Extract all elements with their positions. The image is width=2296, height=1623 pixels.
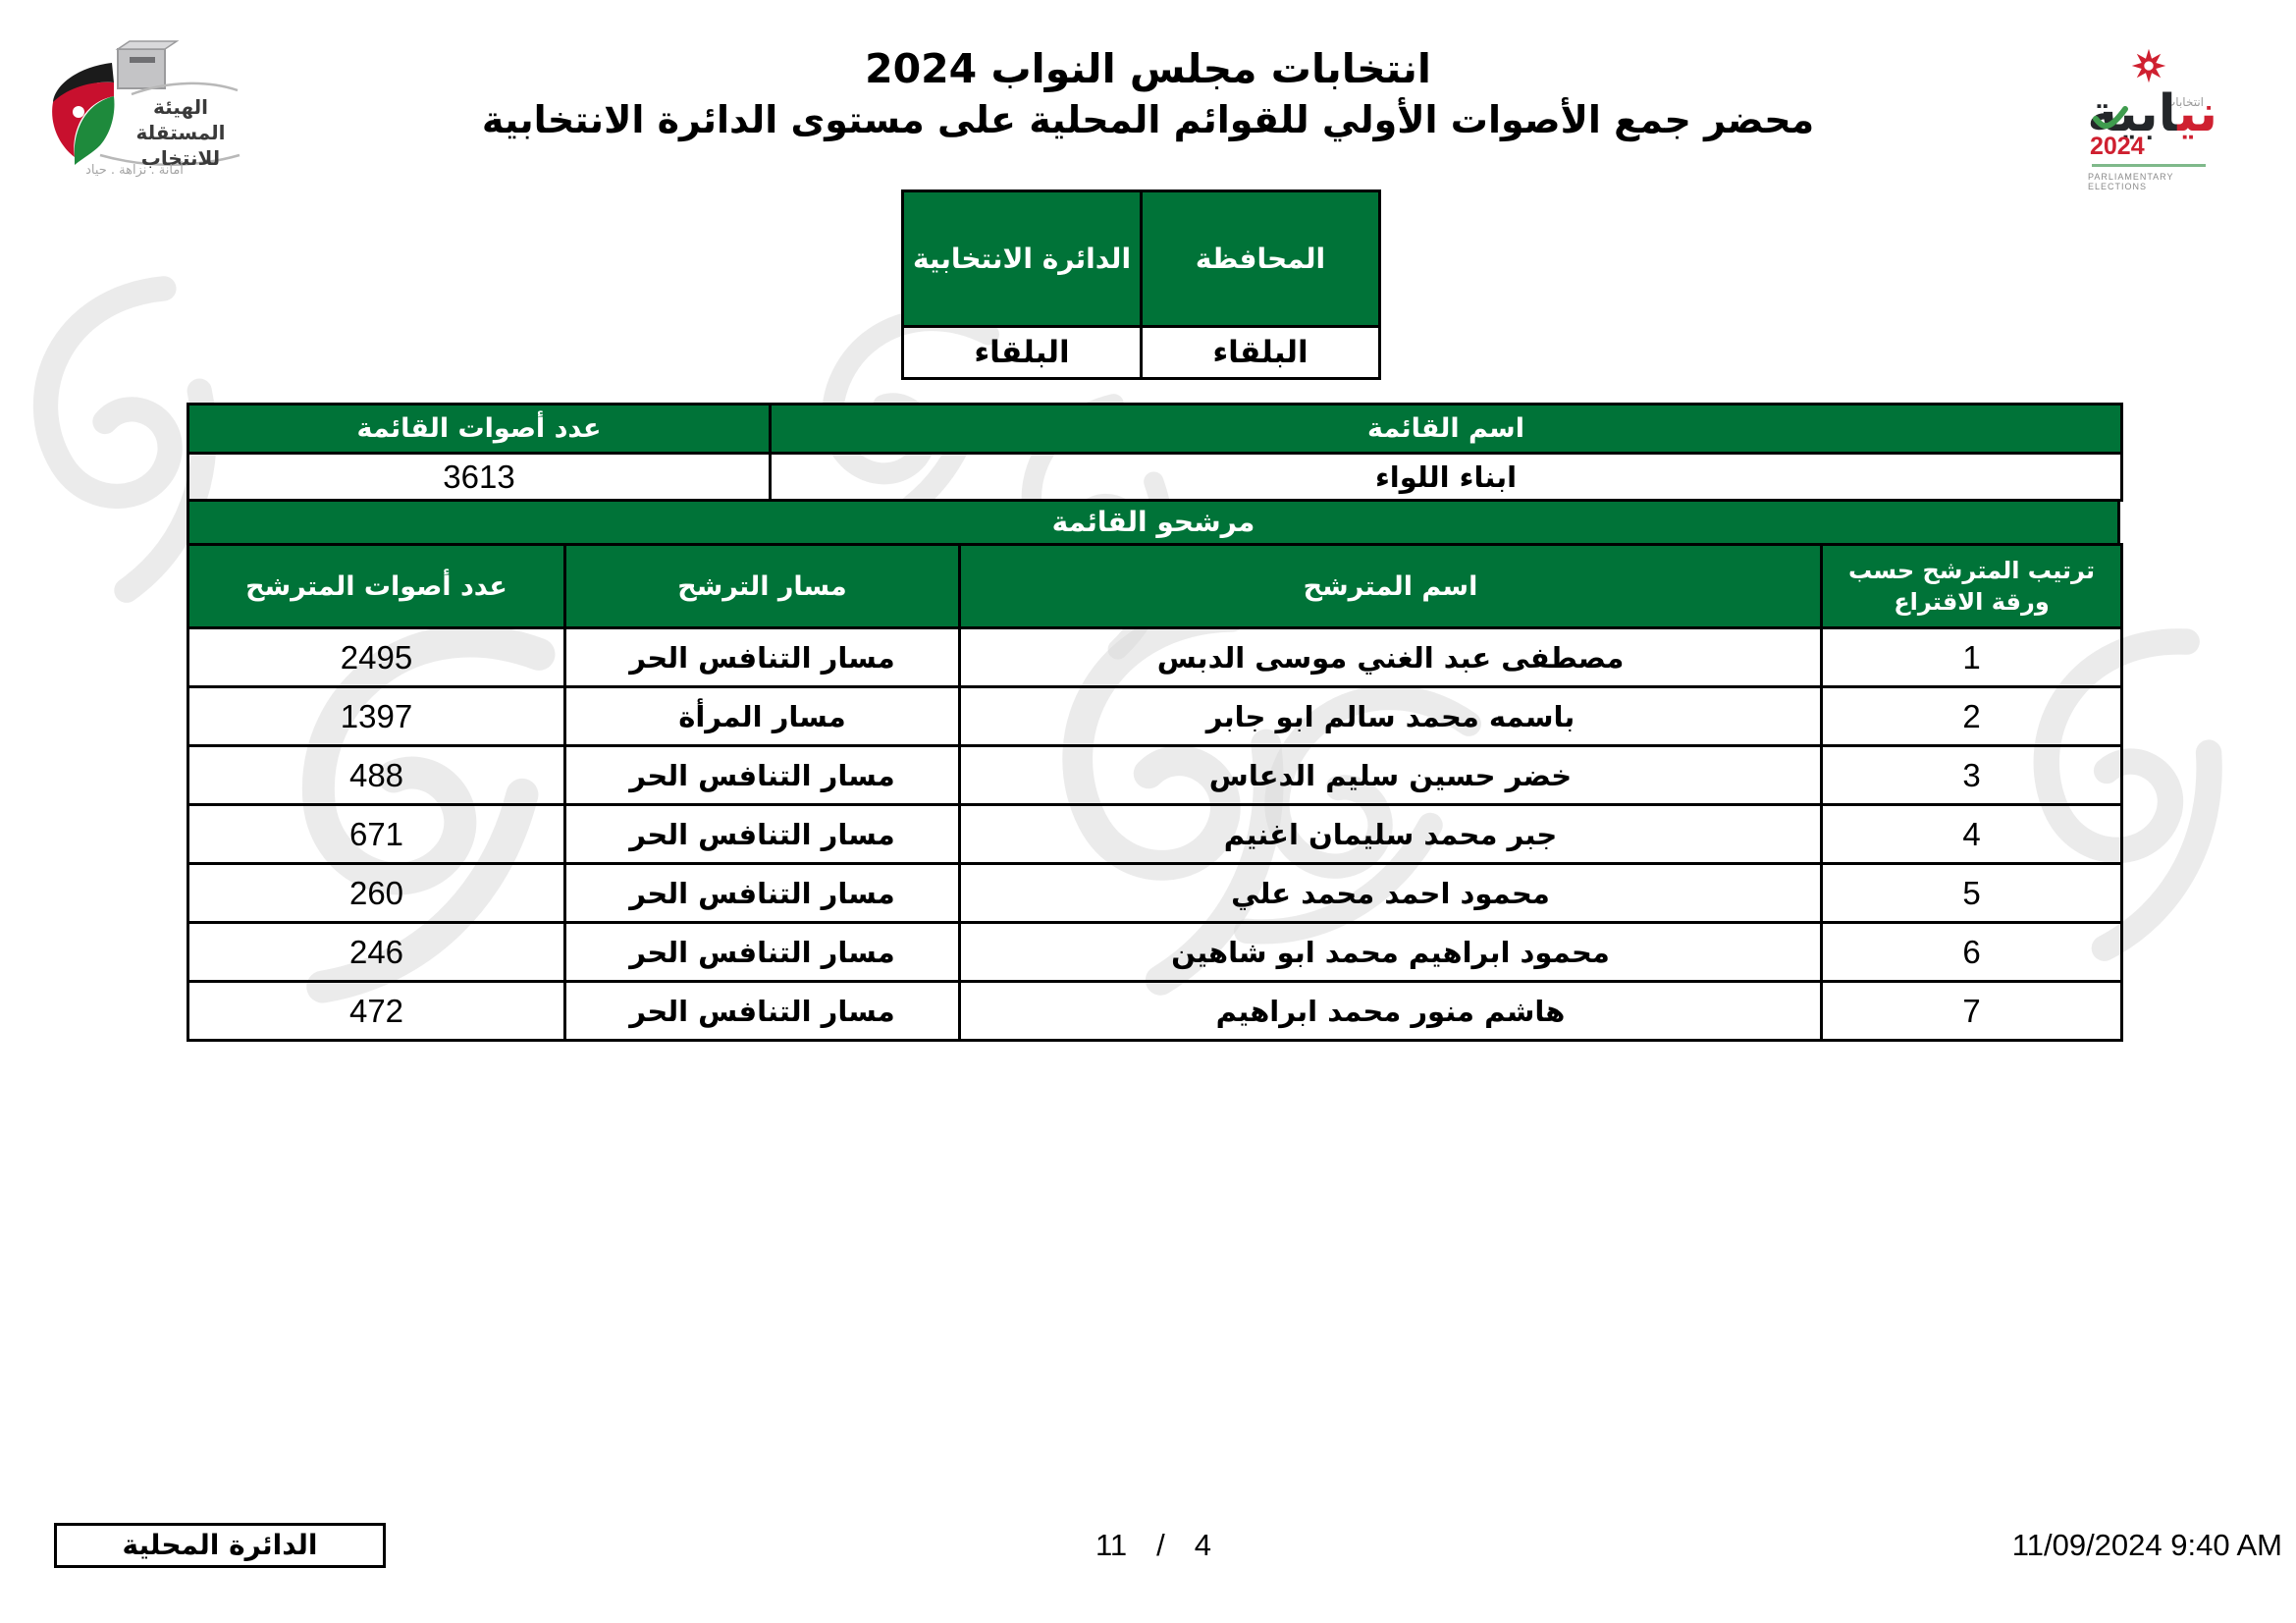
candidate-path: مسار التنافس الحر (563, 862, 961, 924)
page-separator: / (1156, 1528, 1165, 1562)
eight-point-star-icon (2131, 48, 2166, 83)
logo-year: 2024 (2090, 133, 2145, 160)
list-header-row: اسم القائمة عدد أصوات القائمة (187, 403, 2123, 455)
region-header-row: المحافظة الدائرة الانتخابية (901, 189, 1381, 328)
list-votes-value: 3613 (187, 452, 772, 502)
candidates-banner: مرشحو القائمة (187, 499, 2120, 546)
district-value: البلقاء (901, 325, 1143, 380)
governorate-value: البلقاء (1140, 325, 1381, 380)
candidate-name: باسمه محمد سالم ابو جابر (958, 685, 1823, 747)
candidate-name: هاشم منور محمد ابراهيم (958, 980, 1823, 1042)
page-subtitle: محضر جمع الأصوات الأولي للقوائم المحلية … (481, 98, 1815, 141)
candidate-name: محمود احمد محمد علي (958, 862, 1823, 924)
candidates-table: ترتيب المترشح حسب ورقة الاقتراع اسم المت… (187, 543, 2123, 1042)
page-indicator: 11 / 4 (1055, 1528, 1252, 1563)
niyabiya-black-part: ابية (2087, 84, 2178, 143)
iec-logo-name-line1: الهيئة المستقلة (135, 95, 226, 144)
region-table: المحافظة الدائرة الانتخابية البلقاء البل… (901, 189, 1381, 380)
list-value-row: ابناء اللواء 3613 (187, 452, 2123, 502)
iec-logo-name-line2: للانتخاب (140, 146, 221, 170)
candidate-row: 4 جبر محمد سليمان اغنيم مسار التنافس الح… (187, 803, 2123, 865)
candidate-row: 7 هاشم منور محمد ابراهيم مسار التنافس ال… (187, 980, 2123, 1042)
candidate-order: 1 (1820, 626, 2123, 688)
iec-logo-tagline: أمانة . نزاهة . حياد (85, 163, 184, 178)
candidate-path: مسار التنافس الحر (563, 921, 961, 983)
candidate-name: خضر حسين سليم الدعاس (958, 744, 1823, 806)
iec-flag-ballot-icon (41, 37, 247, 189)
candidate-votes: 246 (187, 921, 566, 983)
page-title: انتخابات مجلس النواب 2024 (865, 45, 1431, 92)
candidate-votes: 488 (187, 744, 566, 806)
niyabiya-wordmark: نيابية (2087, 72, 2217, 156)
logo-subtitle: PARLIAMENTARY ELECTIONS (2088, 172, 2174, 191)
print-datetime: 11/09/2024 9:40 AM (2011, 1528, 2282, 1562)
candidate-votes: 260 (187, 862, 566, 924)
page-total: 4 (1194, 1528, 1212, 1562)
col-header-path: مسار الترشح (563, 543, 961, 629)
candidate-votes: 671 (187, 803, 566, 865)
list-votes-header: عدد أصوات القائمة (187, 403, 772, 455)
candidate-row: 3 خضر حسين سليم الدعاس مسار التنافس الحر… (187, 744, 2123, 806)
candidate-order: 2 (1820, 685, 2123, 747)
candidate-order: 7 (1820, 980, 2123, 1042)
candidate-votes: 472 (187, 980, 566, 1042)
list-name-value: ابناء اللواء (769, 452, 2123, 502)
candidate-order: 5 (1820, 862, 2123, 924)
iec-logo: الهيئة المستقلة للانتخاب أمانة . نزاهة .… (41, 37, 247, 189)
candidate-row: 2 باسمه محمد سالم ابو جابر مسار المرأة 1… (187, 685, 2123, 747)
candidate-path: مسار التنافس الحر (563, 980, 961, 1042)
col-header-order: ترتيب المترشح حسب ورقة الاقتراع (1820, 543, 2123, 629)
candidate-path: مسار التنافس الحر (563, 626, 961, 688)
candidate-votes: 2495 (187, 626, 566, 688)
candidate-path: مسار المرأة (563, 685, 961, 747)
elections-word-small: انتخابات (2164, 95, 2204, 109)
logo-divider (2092, 164, 2206, 167)
candidate-row: 5 محمود احمد محمد علي مسار التنافس الحر … (187, 862, 2123, 924)
region-value-row: البلقاء البلقاء (901, 325, 1381, 380)
candidate-row: 6 محمود ابراهيم محمد ابو شاهين مسار التن… (187, 921, 2123, 983)
governorate-header: المحافظة (1140, 189, 1381, 328)
green-check-icon (2092, 105, 2131, 135)
local-district-box: الدائرة المحلية (54, 1523, 386, 1568)
candidate-name: جبر محمد سليمان اغنيم (958, 803, 1823, 865)
niyabiya-red-part: ني (2177, 84, 2217, 143)
candidate-row: 1 مصطفى عبد الغني موسى الدبس مسار التناف… (187, 626, 2123, 688)
candidate-order: 3 (1820, 744, 2123, 806)
candidate-name: مصطفى عبد الغني موسى الدبس (958, 626, 1823, 688)
list-summary-table: اسم القائمة عدد أصوات القائمة ابناء اللو… (187, 403, 2123, 502)
candidate-path: مسار التنافس الحر (563, 803, 961, 865)
results-table: اسم القائمة عدد أصوات القائمة ابناء اللو… (187, 403, 2123, 1042)
district-header: الدائرة الانتخابية (901, 189, 1143, 328)
iec-logo-name: الهيئة المستقلة للانتخاب (118, 94, 243, 171)
col-header-name: اسم المترشح (958, 543, 1823, 629)
candidate-votes: 1397 (187, 685, 566, 747)
parliamentary-elections-2024-logo: انتخابات نيابية 2024 PARLIAMENTARY ELECT… (2086, 44, 2228, 191)
col-header-votes: عدد أصوات المترشح (187, 543, 566, 629)
page-current: 11 (1095, 1528, 1128, 1562)
candidate-order: 6 (1820, 921, 2123, 983)
list-name-header: اسم القائمة (769, 403, 2123, 455)
candidates-header-row: ترتيب المترشح حسب ورقة الاقتراع اسم المت… (187, 543, 2123, 629)
candidate-name: محمود ابراهيم محمد ابو شاهين (958, 921, 1823, 983)
candidate-path: مسار التنافس الحر (563, 744, 961, 806)
candidate-order: 4 (1820, 803, 2123, 865)
